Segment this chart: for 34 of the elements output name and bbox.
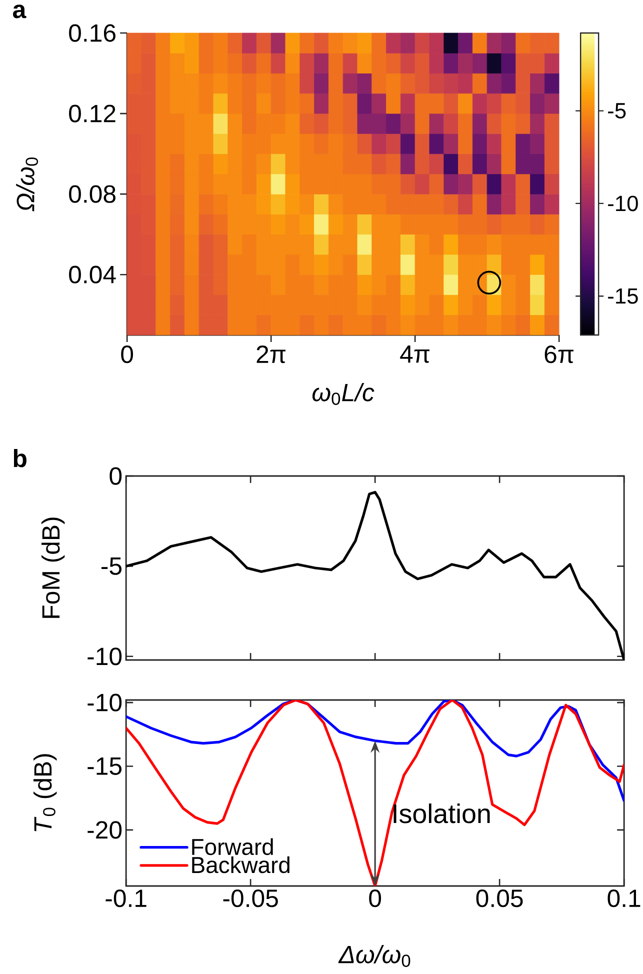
y-tick-label: 0.12: [69, 104, 116, 122]
x-tick-label: 4π: [400, 346, 430, 363]
y-tick-label: -20: [88, 821, 122, 839]
x-tick-label: 6π: [544, 346, 574, 364]
x-tick-label: 0.1: [608, 890, 640, 908]
legend-label: Forward: [192, 838, 273, 856]
line-series: [126, 700, 624, 886]
color-bar-label: -10: [608, 196, 638, 212]
legend-label: Backward: [192, 856, 290, 874]
y-tick-label: 0.16: [69, 24, 116, 42]
y-axis-title: FoM (dB): [41, 518, 65, 618]
color-bar-label: -5: [608, 103, 626, 118]
y-tick-label: -10: [88, 694, 122, 712]
chart-title: b: [14, 448, 26, 468]
x-tick-label: -0.1: [106, 890, 146, 908]
y-tick-label: -5: [101, 558, 122, 575]
x-axis-title: Δω/ω$_{0}$: [338, 945, 410, 967]
chart-title: a: [12, 4, 26, 18]
x-tick-label: 0: [121, 346, 133, 364]
y-tick-label: 0.08: [69, 185, 116, 203]
y-tick-label: 0.04: [69, 266, 116, 284]
line-series: [126, 490, 624, 660]
annotation: Isolation: [394, 804, 490, 824]
y-axis-title: T$_{0}$ (dB): [33, 754, 57, 832]
y-tick-label: -10: [88, 648, 122, 666]
x-tick-label: 2π: [256, 346, 286, 364]
color-bar-label: -15: [608, 288, 638, 304]
x-axis-title: ω$_{0}$L/c: [312, 383, 374, 405]
y-tick-label: -15: [88, 758, 122, 775]
x-tick-label: 0: [369, 890, 381, 908]
y-tick-label: 0: [110, 467, 122, 485]
x-tick-label: 0.05: [476, 890, 523, 908]
x-tick-label: -0.05: [223, 890, 278, 908]
y-axis-title: Ω/ω$_{0}$: [16, 157, 38, 212]
